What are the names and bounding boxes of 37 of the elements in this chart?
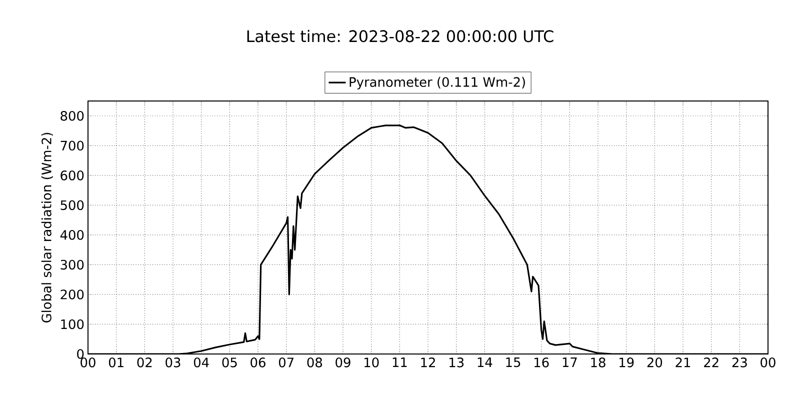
x-tick-label: 03 [166, 358, 180, 368]
x-tick-label: 15 [506, 358, 520, 368]
x-tick-label: 04 [194, 358, 209, 368]
x-tick-label: 20 [647, 358, 662, 368]
x-tick-label: 14 [478, 358, 492, 367]
x-tick-label: 00 [760, 358, 776, 368]
y-axis-title: Global solar radiation (Wm-2) [41, 132, 53, 323]
chart-title: Latest time: 2023-08-22 00:00:00 UTC [247, 30, 554, 42]
y-tick-label: 500 [60, 200, 84, 210]
x-tick-label: 05 [222, 358, 237, 368]
x-tick-label: 23 [732, 358, 747, 368]
x-tick-label: 19 [620, 358, 634, 368]
x-tick-label: 12 [421, 358, 435, 368]
x-tick-label: 21 [676, 358, 690, 368]
x-tick-label: 09 [336, 358, 350, 368]
x-tick-label: 01 [108, 358, 124, 368]
y-tick-label: 700 [60, 140, 84, 151]
x-tick-label: 00 [80, 358, 96, 368]
x-tick-label: 17 [562, 358, 577, 367]
x-tick-label: 10 [364, 358, 379, 368]
y-tick-label: 800 [60, 110, 84, 121]
y-tick-label: 100 [61, 319, 84, 330]
x-tick-label: 18 [591, 358, 606, 368]
x-tick-label: 13 [450, 358, 464, 368]
x-tick-label: 06 [250, 358, 266, 368]
x-tick-label: 16 [534, 358, 549, 368]
y-tick-label: 300 [60, 260, 84, 270]
x-tick-label: 11 [392, 358, 407, 367]
x-tick-label: 08 [307, 358, 322, 368]
x-tick-label: 02 [137, 358, 152, 368]
y-tick-label: 200 [60, 290, 84, 300]
x-tick-label: 07 [278, 358, 294, 368]
legend-label: Pyranometer (0.111 Wm-2) [350, 76, 525, 90]
y-tick-label: 400 [60, 230, 84, 240]
y-tick-label: 0 [77, 349, 84, 359]
y-tick-label: 600 [60, 170, 84, 180]
x-tick-label: 22 [704, 358, 718, 368]
